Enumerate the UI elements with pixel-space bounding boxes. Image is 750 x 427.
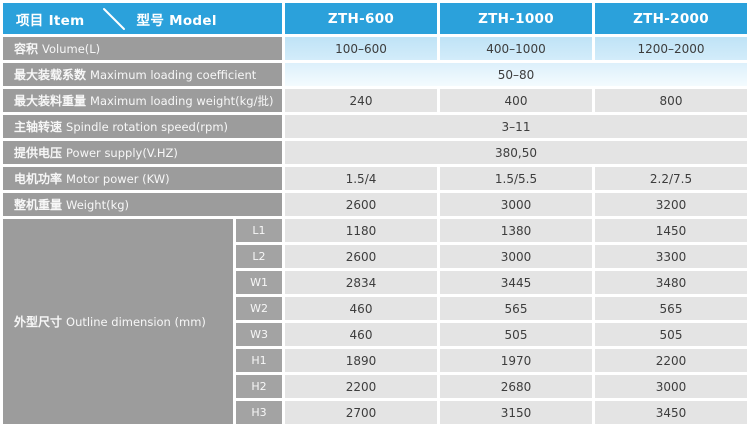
dim-key-h1: H1 (236, 349, 282, 372)
dim-key-l2: L2 (236, 245, 282, 268)
model-label-en: Model (169, 12, 217, 29)
cell-w2-zth600: 460 (285, 297, 437, 320)
cell-loading-coefficient-all: 50–80 (285, 63, 747, 86)
cell-weight-zth600: 2600 (285, 193, 437, 216)
row-label-spindle-speed: 主轴转速 Spindle rotation speed(rpm) (3, 115, 282, 138)
cell-l1-zth2000: 1450 (595, 219, 747, 242)
cell-volume-zth1000: 400–1000 (440, 37, 592, 60)
item-label-en: Item (48, 12, 85, 29)
column-header-zth-1000: ZTH-1000 (440, 3, 592, 34)
row-motor-power: 电机功率 Motor power (KW) 1.5/4 1.5/5.5 2.2/7… (3, 167, 747, 190)
row-dimension-l1: 外型尺寸 Outline dimension (mm) L1 1180 1380 … (3, 219, 747, 424)
row-dimension-h2: H2 2200 2680 3000 (3, 375, 747, 398)
column-header-zth-2000: ZTH-2000 (595, 3, 747, 34)
header-row: 项目 Item 型号 Model ZTH-600 ZTH-1000 ZTH-20… (3, 3, 747, 34)
model-label-zh: 型号 (136, 12, 165, 29)
row-spindle-speed: 主轴转速 Spindle rotation speed(rpm) 3–11 (3, 115, 747, 138)
cell-loading-weight-zth600: 240 (285, 89, 437, 112)
column-header-zth-600: ZTH-600 (285, 3, 437, 34)
cell-power-supply-all: 380,50 (285, 141, 747, 164)
diagonal-divider-icon (102, 7, 125, 30)
cell-w1-zth1000: 3445 (440, 271, 592, 294)
row-dimension-l2: L2 2600 3000 3300 (3, 245, 747, 268)
cell-volume-zth600: 100–600 (285, 37, 437, 60)
cell-h1-zth600: 1890 (285, 349, 437, 372)
cell-h3-zth1000: 3150 (440, 401, 592, 424)
cell-w3-zth600: 460 (285, 323, 437, 346)
row-label-motor-power: 电机功率 Motor power (KW) (3, 167, 282, 190)
corner-header-cell: 项目 Item 型号 Model (3, 3, 282, 34)
dim-key-l1: L1 (236, 219, 282, 242)
row-dimension-h1: H1 1890 1970 2200 (3, 349, 747, 372)
dim-key-h2: H2 (236, 375, 282, 398)
row-label-power-supply: 提供电压 Power supply(V.HZ) (3, 141, 282, 164)
dim-key-h3: H3 (236, 401, 282, 424)
cell-weight-zth2000: 3200 (595, 193, 747, 216)
item-header-label: 项目 Item (16, 9, 85, 29)
cell-w1-zth2000: 3480 (595, 271, 747, 294)
cell-loading-weight-zth1000: 400 (440, 89, 592, 112)
cell-h1-zth1000: 1970 (440, 349, 592, 372)
cell-weight-zth1000: 3000 (440, 193, 592, 216)
row-dimension-w2: W2 460 565 565 (3, 297, 747, 320)
row-loading-weight: 最大装料重量 Maximum loading weight(kg/批) 240 4… (3, 89, 747, 112)
dim-key-w3: W3 (236, 323, 282, 346)
row-label-volume: 容积 Volume(L) (3, 37, 282, 60)
cell-l2-zth600: 2600 (285, 245, 437, 268)
cell-motor-power-zth600: 1.5/4 (285, 167, 437, 190)
cell-h3-zth2000: 3450 (595, 401, 747, 424)
cell-h2-zth2000: 3000 (595, 375, 747, 398)
cell-l2-zth2000: 3300 (595, 245, 747, 268)
cell-volume-zth2000: 1200–2000 (595, 37, 747, 60)
cell-w1-zth600: 2834 (285, 271, 437, 294)
cell-loading-weight-zth2000: 800 (595, 89, 747, 112)
dim-key-w1: W1 (236, 271, 282, 294)
cell-l1-zth600: 1180 (285, 219, 437, 242)
cell-motor-power-zth1000: 1.5/5.5 (440, 167, 592, 190)
row-label-outline-dimension: 外型尺寸 Outline dimension (mm) (3, 219, 233, 424)
cell-h2-zth600: 2200 (285, 375, 437, 398)
cell-h3-zth600: 2700 (285, 401, 437, 424)
row-dimension-w1: W1 2834 3445 3480 (3, 271, 747, 294)
cell-spindle-speed-all: 3–11 (285, 115, 747, 138)
cell-w2-zth1000: 565 (440, 297, 592, 320)
cell-h1-zth2000: 2200 (595, 349, 747, 372)
cell-l2-zth1000: 3000 (440, 245, 592, 268)
row-loading-coefficient: 最大装载系数 Maximum loading coefficient 50–80 (3, 63, 747, 86)
row-dimension-w3: W3 460 505 505 (3, 323, 747, 346)
row-label-weight: 整机重量 Weight(kg) (3, 193, 282, 216)
row-label-loading-weight: 最大装料重量 Maximum loading weight(kg/批) (3, 89, 282, 112)
model-header-label: 型号 Model (137, 9, 217, 29)
dim-key-w2: W2 (236, 297, 282, 320)
cell-w2-zth2000: 565 (595, 297, 747, 320)
cell-motor-power-zth2000: 2.2/7.5 (595, 167, 747, 190)
row-dimension-h3: H3 2700 3150 3450 (3, 401, 747, 424)
cell-l1-zth1000: 1380 (440, 219, 592, 242)
row-weight: 整机重量 Weight(kg) 2600 3000 3200 (3, 193, 747, 216)
row-volume: 容积 Volume(L) 100–600 400–1000 1200–2000 (3, 37, 747, 60)
item-label-zh: 项目 (16, 12, 44, 29)
row-label-loading-coefficient: 最大装载系数 Maximum loading coefficient (3, 63, 282, 86)
cell-h2-zth1000: 2680 (440, 375, 592, 398)
cell-w3-zth1000: 505 (440, 323, 592, 346)
row-power-supply: 提供电压 Power supply(V.HZ) 380,50 (3, 141, 747, 164)
cell-w3-zth2000: 505 (595, 323, 747, 346)
